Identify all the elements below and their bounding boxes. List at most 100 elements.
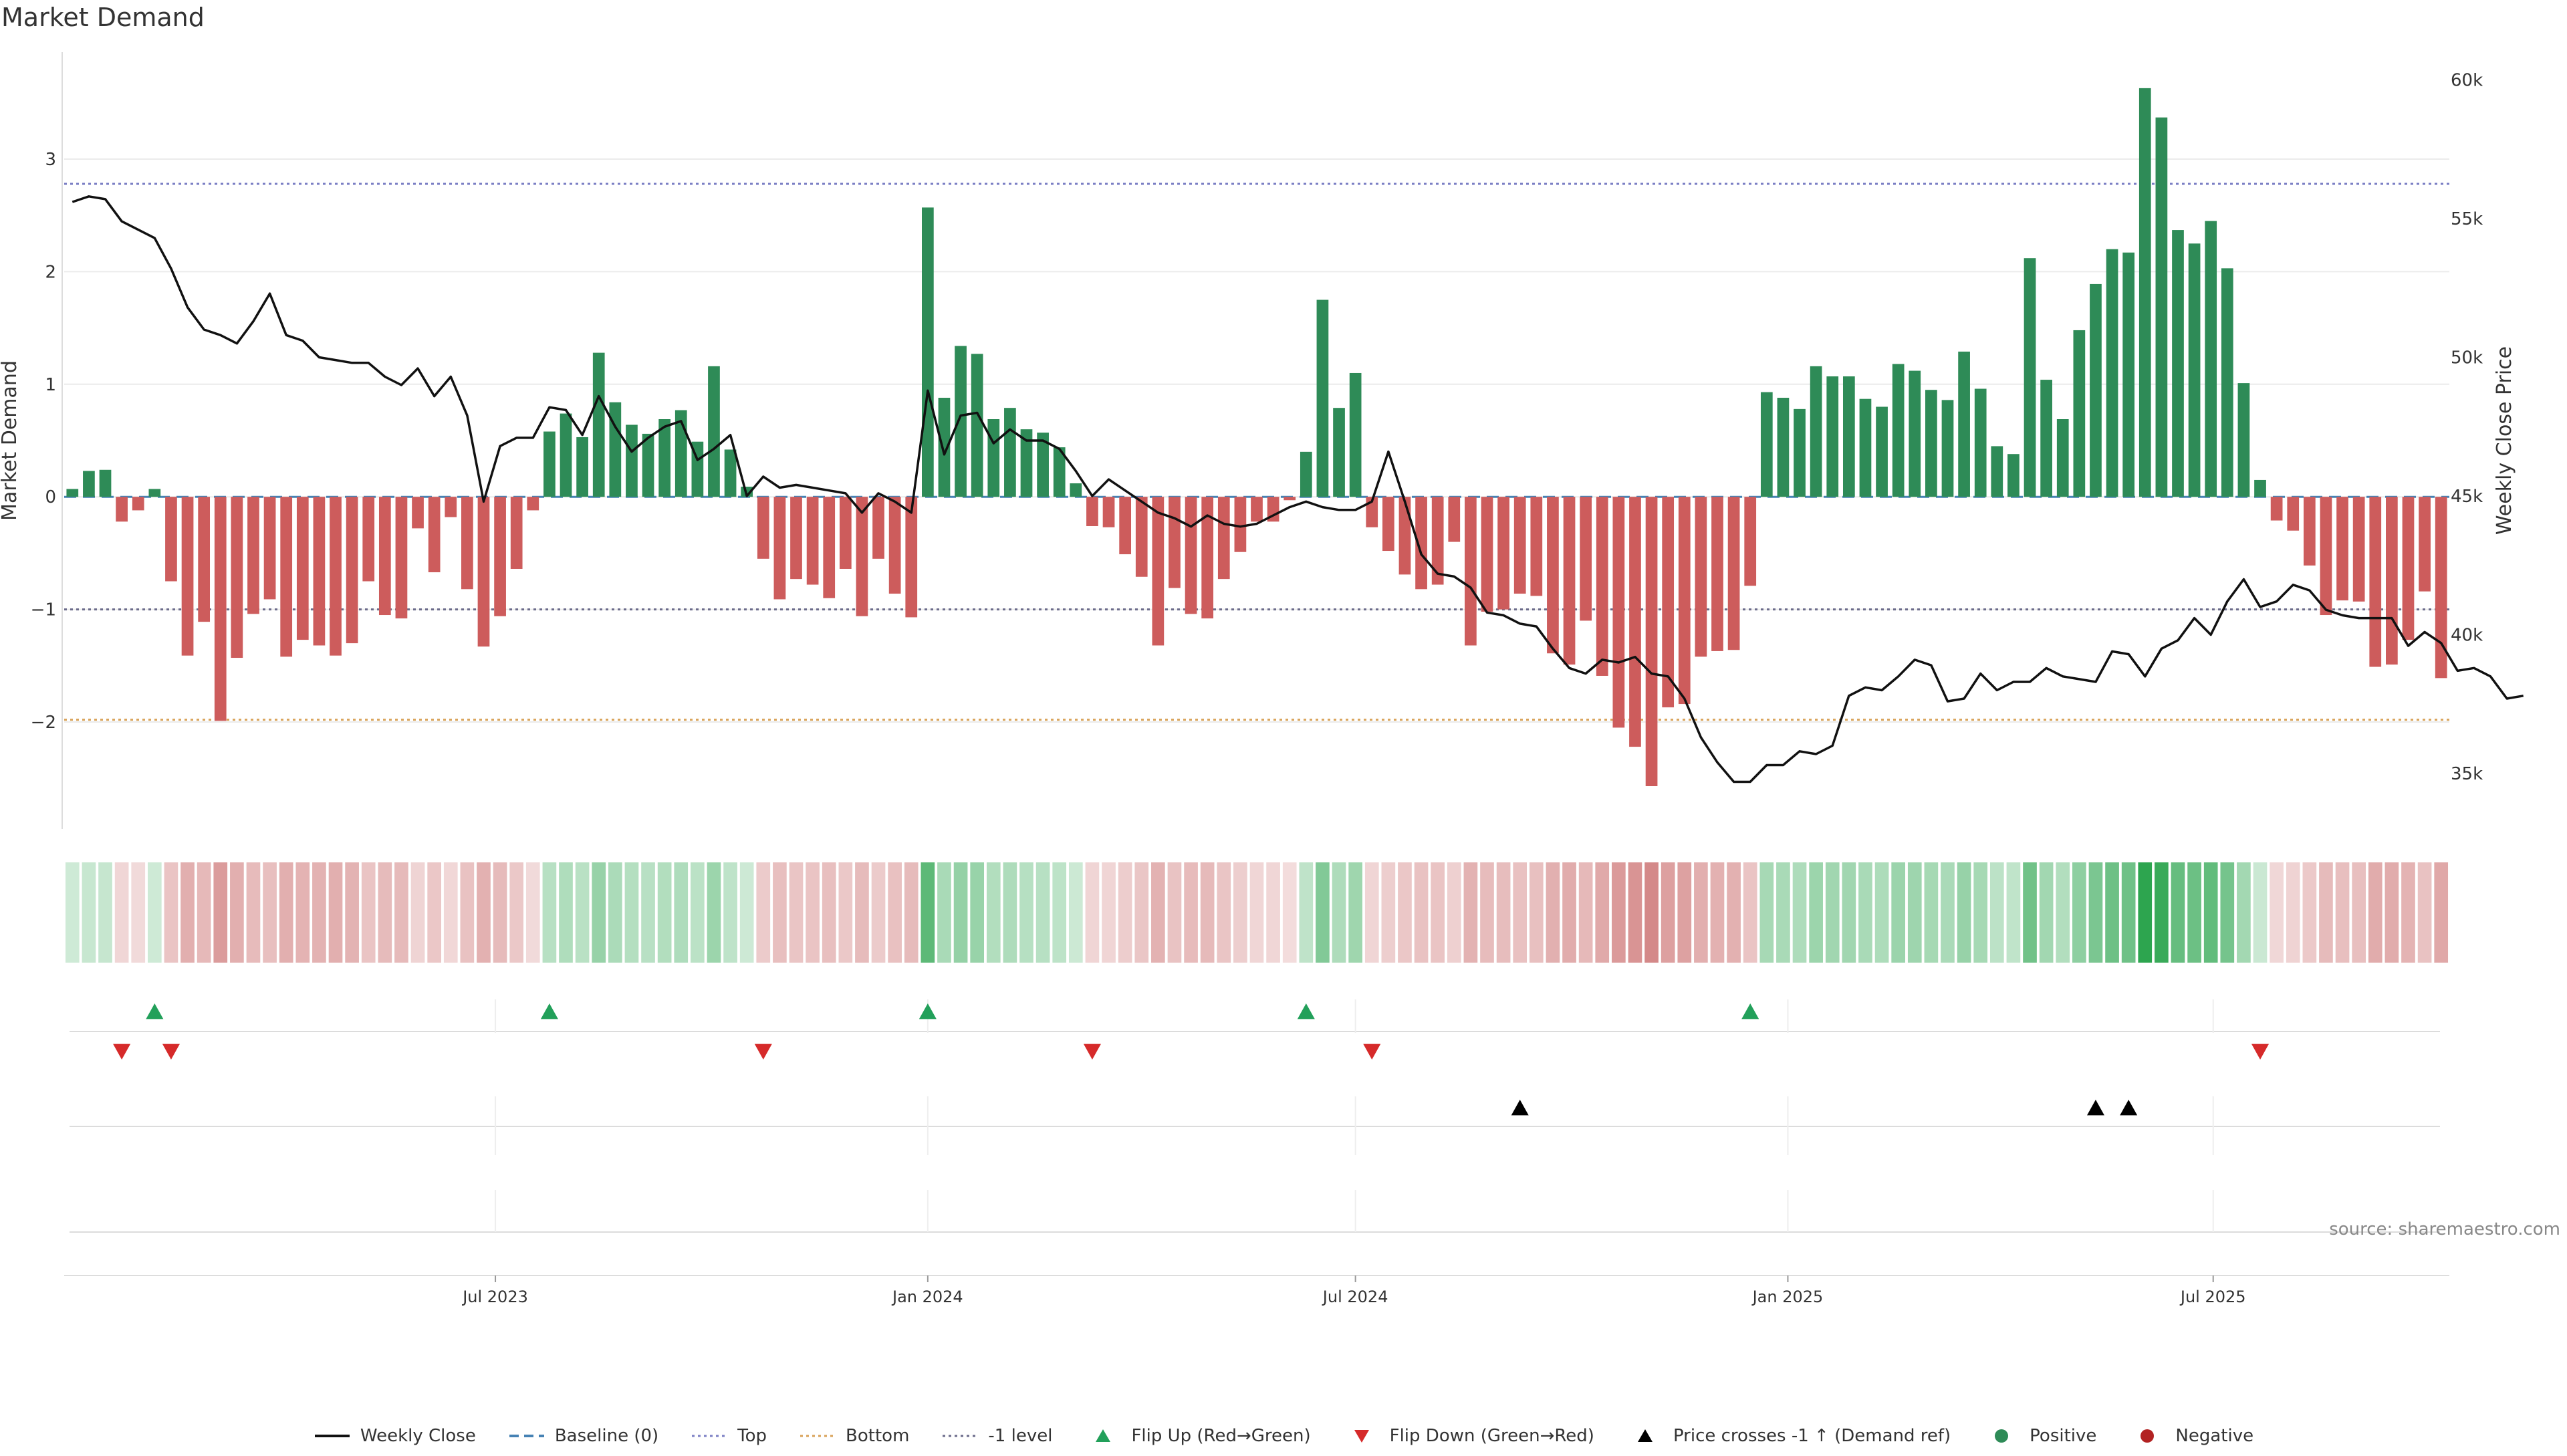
y2-tick-label: 40k [2451,626,2483,646]
heatmap-cell [1052,862,1067,963]
heatmap-cell [1282,862,1297,963]
heatmap-cell [345,862,359,963]
demand-bar-negative [1629,497,1641,747]
heatmap-cell [1973,862,1988,963]
heatmap-cell [1924,862,1939,963]
demand-bar-positive [1794,408,1806,497]
demand-bar-positive [642,433,654,497]
heatmap-cell [2352,862,2366,963]
heatmap-cell [789,862,804,963]
demand-bar-negative [2287,497,2300,531]
line-dotted-icon [692,1435,727,1437]
demand-bar-negative [247,497,259,614]
heatmap-cell [1249,862,1264,963]
demand-bar-negative [1695,497,1707,657]
heatmap-cell [2155,862,2169,963]
heatmap-cell [2302,862,2317,963]
demand-bar-positive [609,402,622,497]
demand-bar-negative [395,497,408,619]
demand-bar-positive [1958,351,1970,497]
source-note: source: sharemaestro.com [2329,1219,2560,1239]
heatmap-cell [871,862,886,963]
heatmap-cell [592,862,606,963]
demand-bar-negative [1596,497,1608,676]
demand-bar-negative [1448,497,1461,542]
demand-bar-positive [2007,454,2020,497]
y-tick-label: −1 [31,600,56,620]
weekly-close-line [72,195,2524,783]
demand-bar-positive [626,424,638,497]
y2-tick-label: 35k [2451,764,2483,784]
x-tick-label: Jan 2024 [891,1288,963,1306]
demand-bar-negative [378,497,391,616]
demand-heatmap-strip [65,862,2449,963]
demand-bar-positive [99,469,112,497]
heatmap-cell [1661,862,1675,963]
heatmap-cell [1874,862,1889,963]
heatmap-cell [509,862,524,963]
legend-label: Top [737,1426,767,1446]
heatmap-cell [279,862,293,963]
demand-bar-positive [2040,380,2052,497]
heatmap-cell [246,862,261,963]
x-tick-label: Jul 2024 [1322,1288,1388,1306]
heatmap-cell [1562,862,1576,963]
heatmap-cell [1546,862,1560,963]
heatmap-cell [1677,862,1692,963]
demand-bar-negative [445,497,457,517]
heatmap-cell [263,862,277,963]
flip-down-marker [162,1044,180,1060]
y2-tick-label: 60k [2451,71,2483,91]
heatmap-cell [1431,862,1445,963]
flip-up-marker [919,1003,937,1019]
demand-bar-negative [757,497,769,559]
heatmap-cell [2072,862,2086,963]
heatmap-cell [2270,862,2284,963]
demand-bar-negative [872,497,884,559]
heatmap-cell [921,862,935,963]
heatmap-cell [1003,862,1017,963]
demand-bar-positive [1760,392,1773,497]
heatmap-cell [1348,862,1362,963]
demand-bar-negative [330,497,342,656]
heatmap-cell [1957,862,1971,963]
heatmap-cell [131,862,146,963]
demand-bar-negative [477,497,490,647]
heatmap-cell [723,862,737,963]
heatmap-cell [1068,862,1083,963]
demand-bar-positive [543,431,556,497]
legend-marker [2141,1429,2155,1443]
demand-bar-positive [2205,221,2217,497]
demand-bar-negative [116,497,128,522]
demand-bar-negative [1201,497,1214,619]
demand-bar-negative [1086,497,1098,526]
heatmap-cell [2401,862,2415,963]
demand-bar-negative [313,497,326,646]
demand-bar-positive [987,419,1000,497]
demand-bar-negative [494,497,506,616]
heatmap-cell [773,862,787,963]
demand-bar-negative [132,497,144,511]
heatmap-cell [1364,862,1379,963]
heatmap-cell [2088,862,2103,963]
legend-label: -1 level [988,1426,1053,1446]
flip-down-marker [2251,1044,2270,1060]
heatmap-cell [1694,862,1708,963]
heatmap-cell [904,862,919,963]
heatmap-cell [1792,862,1807,963]
demand-bar-positive [2188,243,2201,497]
heatmap-cell [1496,862,1511,963]
x-axis: Jul 2023 Jan 2024 Jul 2024 Jan 2025 Jul 2025 [64,1275,2449,1306]
demand-bar-negative [231,497,243,658]
demand-bar-positive [2024,258,2036,497]
demand-bar-negative [1415,497,1427,590]
demand-bar-positive [2106,249,2118,497]
legend-item: Flip Down (Green→Red) [1343,1426,1594,1446]
heatmap-cell [1941,862,1955,963]
legend-label: Positive [2030,1426,2097,1446]
demand-bar-positive [2155,117,2168,497]
y2-axis-label: Weekly Close Price [2493,346,2516,535]
heatmap-cell [213,862,228,963]
demand-bar-negative [1119,497,1132,555]
demand-bar-positive [2056,419,2069,497]
